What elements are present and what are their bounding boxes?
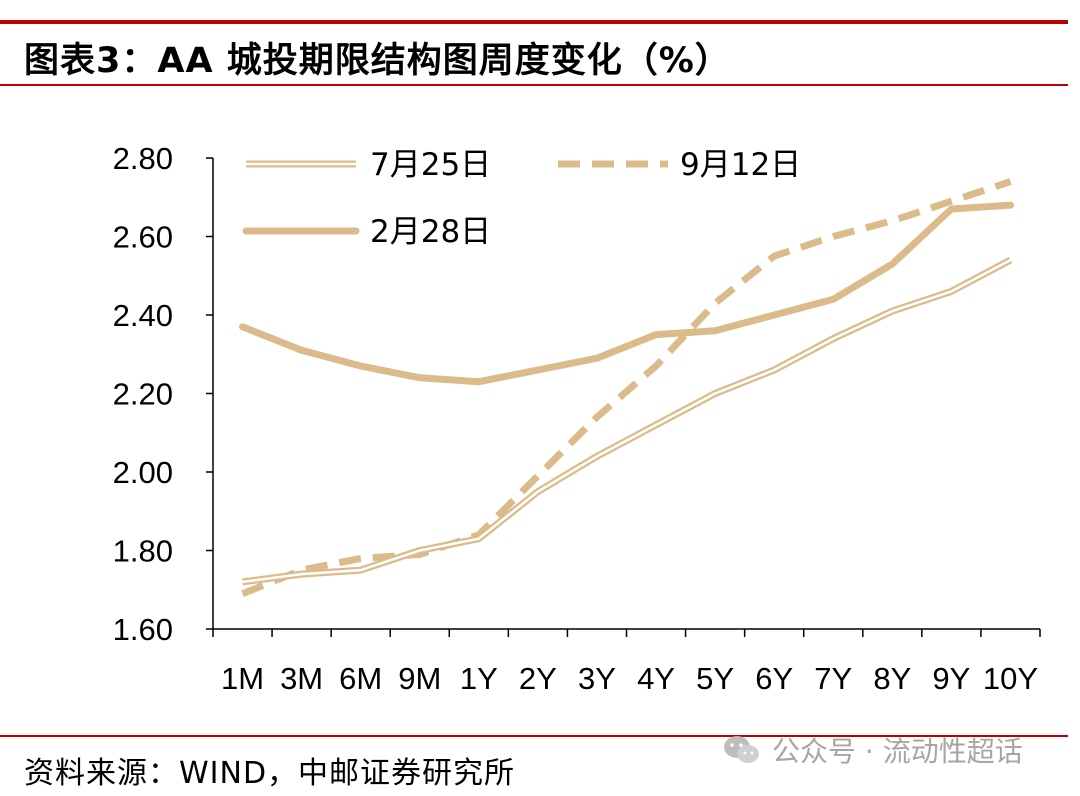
- x-tick-label: 6Y: [755, 661, 793, 696]
- y-tick-label: 2.80: [113, 141, 173, 176]
- legend-label: 7月25日: [370, 147, 491, 183]
- series-lines: [239, 178, 1014, 597]
- x-tick-label: 1Y: [460, 661, 498, 696]
- x-tick-label: 5Y: [696, 661, 734, 696]
- y-tick-label: 2.20: [113, 377, 173, 412]
- legend-item: 2月28日: [242, 214, 491, 250]
- y-tick-label: 1.80: [113, 534, 173, 569]
- x-tick-label: 9Y: [932, 661, 970, 696]
- series-line-outer: [242, 256, 1013, 586]
- y-tick-label: 2.00: [113, 455, 173, 490]
- x-tick-label: 9M: [398, 661, 441, 696]
- series-double: [242, 256, 1013, 586]
- x-tick-label: 7Y: [814, 661, 852, 696]
- legend-item: 9月12日: [558, 147, 801, 183]
- y-tick-label: 1.60: [113, 612, 173, 647]
- y-tick-label: 2.60: [113, 220, 173, 255]
- x-tick-label: 6M: [339, 661, 382, 696]
- top-red-rule: [0, 20, 1068, 24]
- x-tick-label: 3Y: [578, 661, 616, 696]
- legend-label: 2月28日: [370, 214, 491, 250]
- watermark: 公众号 · 流动性超话: [722, 730, 1023, 770]
- title-underline: [0, 84, 1068, 86]
- series-dashed: [241, 178, 1012, 597]
- x-tick-label: 3M: [280, 661, 323, 696]
- series-line: [241, 178, 1012, 597]
- chart-axes: [206, 157, 1041, 637]
- source-note: 资料来源：WIND，中邮证券研究所: [24, 756, 516, 791]
- watermark-text: 公众号 · 流动性超话: [772, 735, 1023, 768]
- x-tick-label: 8Y: [873, 661, 911, 696]
- footer-red-rule: [0, 735, 1068, 737]
- x-axis-labels: 1M 3M 6M 9M 1Y 2Y 3Y 4Y 5Y 6Y 7Y 8Y 9Y 10Y: [221, 661, 1038, 696]
- x-tick-label: 4Y: [637, 661, 675, 696]
- legend-item: 7月25日: [246, 147, 491, 183]
- line-chart: 1.60 1.80 2.00 2.20 2.40 2.60 2.80 1M 3M 6M 9M 1Y 2…: [113, 141, 1041, 696]
- x-tick-label: 1M: [221, 661, 264, 696]
- x-tick-label: 2Y: [519, 661, 557, 696]
- wechat-icon: [724, 736, 759, 763]
- chart-title: 图表3：AA 城投期限结构图周度变化（%）: [24, 41, 731, 81]
- x-tick-label: 10Y: [983, 661, 1038, 696]
- legend-label: 9月12日: [680, 147, 801, 183]
- series-line-inner: [242, 258, 1012, 584]
- legend: 7月25日 9月12日 2月28日: [242, 147, 801, 250]
- y-tick-label: 2.40: [113, 298, 173, 333]
- series-line: [239, 201, 1014, 386]
- y-axis-labels: 1.60 1.80 2.00 2.20 2.40 2.60 2.80: [113, 141, 173, 647]
- series-solid: [239, 201, 1014, 386]
